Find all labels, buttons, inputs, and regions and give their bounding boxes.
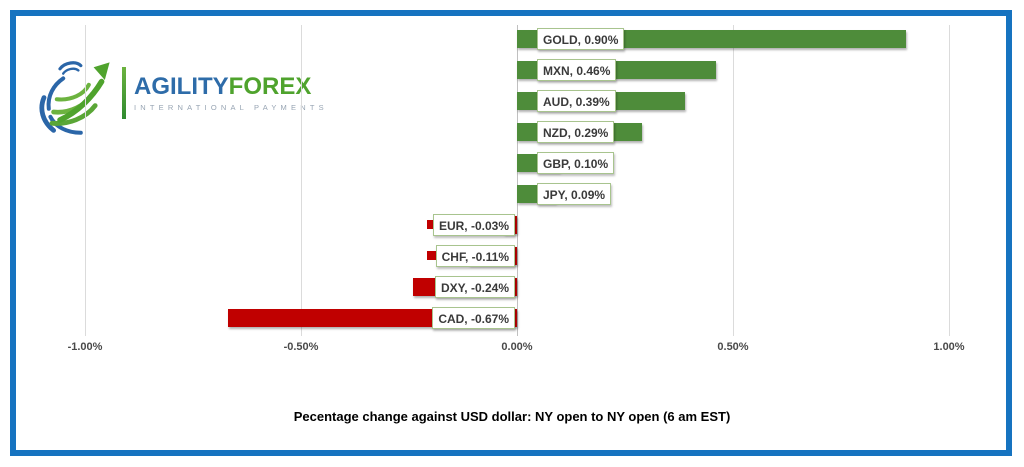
gridline bbox=[733, 25, 734, 336]
bar-label-EUR: EUR, -0.03% bbox=[432, 214, 515, 236]
gridline bbox=[301, 25, 302, 336]
bar-label-DXY: DXY, -0.24% bbox=[434, 276, 515, 298]
bar-label-MXN: MXN, 0.46% bbox=[537, 59, 617, 81]
brand-secondary: FOREX bbox=[228, 72, 312, 100]
gridline bbox=[85, 25, 86, 336]
x-axis-tick-label: -1.00% bbox=[67, 341, 103, 353]
bar-label-JPY: JPY, 0.09% bbox=[537, 183, 612, 205]
logo-separator bbox=[122, 67, 126, 119]
bar-label-AUD: AUD, 0.39% bbox=[537, 90, 616, 112]
panel-border bbox=[10, 10, 1012, 456]
brand-primary: AGILITY bbox=[134, 72, 229, 100]
legend-key-CHF bbox=[427, 251, 436, 260]
agilityforex-logo: AGILITYFOREX INTERNATIONAL PAYMENTS bbox=[36, 56, 328, 136]
x-axis-tick-label: 1.00% bbox=[933, 341, 965, 353]
x-axis-tick-label: 0.00% bbox=[501, 341, 533, 353]
zero-axis-line bbox=[517, 25, 518, 336]
x-axis-tick-label: 0.50% bbox=[717, 341, 749, 353]
bar-label-GBP: GBP, 0.10% bbox=[537, 152, 615, 174]
chart-caption: Pecentage change against USD dollar: NY … bbox=[293, 409, 731, 424]
bar-label-CHF: CHF, -0.11% bbox=[435, 245, 515, 267]
bar-label-GOLD: GOLD, 0.90% bbox=[537, 28, 625, 50]
gridline bbox=[949, 25, 950, 336]
brand-tagline: INTERNATIONAL PAYMENTS bbox=[134, 102, 328, 112]
legend-key-EUR bbox=[427, 220, 436, 229]
globe-arrow-icon bbox=[39, 61, 110, 135]
x-axis-tick-label: -0.50% bbox=[283, 341, 319, 353]
bar-label-CAD: CAD, -0.67% bbox=[432, 307, 515, 329]
brand-wordmark: AGILITYFOREX bbox=[134, 72, 328, 100]
bar-label-NZD: NZD, 0.29% bbox=[537, 121, 615, 143]
